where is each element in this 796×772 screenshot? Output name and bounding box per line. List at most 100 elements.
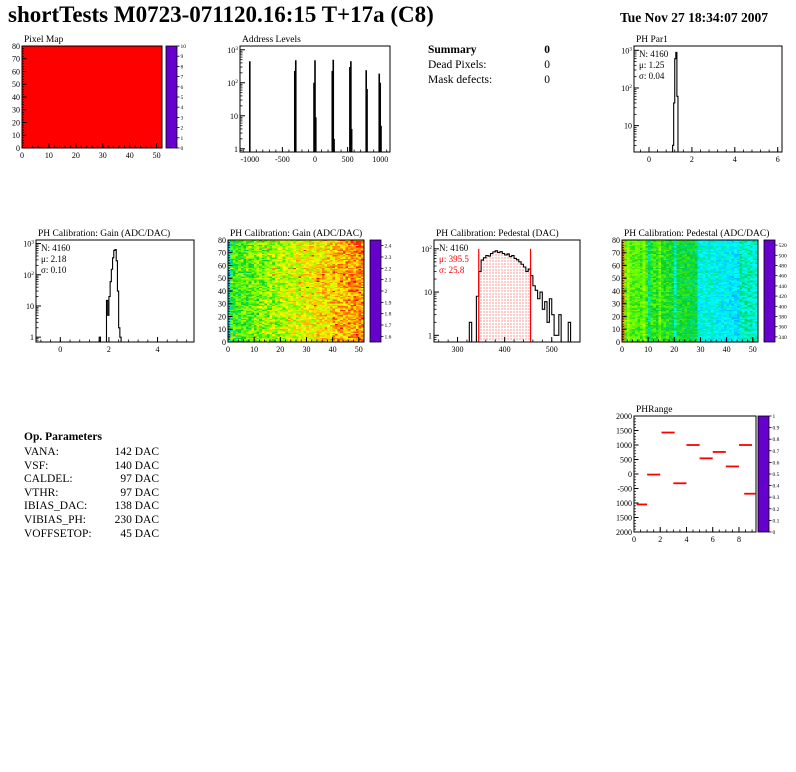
svg-text:0: 0 xyxy=(222,338,226,347)
svg-text:0: 0 xyxy=(226,345,230,354)
svg-text:-1000: -1000 xyxy=(240,155,259,164)
svg-text:0.1: 0.1 xyxy=(773,518,780,524)
svg-text:2: 2 xyxy=(107,345,111,354)
summary-header-row: Summary 0 xyxy=(428,43,550,58)
svg-text:6: 6 xyxy=(776,155,780,164)
svg-text:1000: 1000 xyxy=(616,499,632,508)
svg-text:0: 0 xyxy=(181,146,184,152)
svg-text:0: 0 xyxy=(616,338,620,347)
svg-text:1: 1 xyxy=(773,414,776,420)
pixel-map-plot: Pixel Map 0 10 20 30 40 50 0 10 20 30 40 50 60 70 80 0 1 2… xyxy=(6,32,212,172)
svg-text:4: 4 xyxy=(733,155,737,164)
svg-text:μ: 2.18: μ: 2.18 xyxy=(41,254,67,264)
page-date: Tue Nov 27 18:34:07 2007 xyxy=(620,10,769,25)
svg-text:10: 10 xyxy=(26,302,34,311)
svg-text:PH Calibration: Gain (ADC/DAC): PH Calibration: Gain (ADC/DAC) xyxy=(230,228,362,239)
param-label: VANA: xyxy=(24,446,59,458)
svg-text:2.2: 2.2 xyxy=(385,266,392,272)
svg-text:20: 20 xyxy=(276,345,284,354)
svg-text:103: 103 xyxy=(23,240,34,249)
svg-text:500: 500 xyxy=(620,455,632,464)
gain-map-plot: PH Calibration: Gain (ADC/DAC) 0 10 20 30 40 5… xyxy=(214,224,410,364)
svg-text:σ: 0.10: σ: 0.10 xyxy=(41,265,67,275)
svg-text:40: 40 xyxy=(723,345,731,354)
param-row-vsf: VSF: 140 DAC xyxy=(24,460,159,474)
svg-text:0: 0 xyxy=(620,345,624,354)
svg-text:400: 400 xyxy=(779,304,788,310)
svg-text:10: 10 xyxy=(424,288,432,297)
svg-text:0.7: 0.7 xyxy=(773,449,780,455)
svg-text:500: 500 xyxy=(546,345,558,354)
svg-text:2.4: 2.4 xyxy=(385,244,392,250)
svg-text:10: 10 xyxy=(644,345,652,354)
svg-text:0: 0 xyxy=(20,151,24,160)
svg-text:30: 30 xyxy=(612,300,620,309)
svg-text:0: 0 xyxy=(313,155,317,164)
svg-text:6: 6 xyxy=(181,85,184,91)
svg-text:360: 360 xyxy=(779,325,788,331)
svg-text:8: 8 xyxy=(181,64,184,70)
op-parameters-block: Op. Parameters VANA: 142 DAC VSF: 140 DA… xyxy=(24,430,159,541)
svg-text:N: 4160: N: 4160 xyxy=(639,49,669,59)
svg-text:PHRange: PHRange xyxy=(636,405,672,415)
svg-text:30: 30 xyxy=(302,345,310,354)
svg-text:102: 102 xyxy=(421,245,432,254)
svg-text:PH Calibration: Pedestal (DAC): PH Calibration: Pedestal (DAC) xyxy=(436,228,559,239)
svg-text:40: 40 xyxy=(612,287,620,296)
svg-text:50: 50 xyxy=(749,345,757,354)
svg-text:0: 0 xyxy=(632,535,636,544)
address-levels-plot: Address Levels -1000 -500 0 500 1000 1 10 102 103 xyxy=(212,32,404,172)
summary-row-value: 0 xyxy=(544,74,550,86)
svg-text:0.4: 0.4 xyxy=(773,484,780,490)
svg-text:30: 30 xyxy=(218,300,226,309)
svg-text:1000: 1000 xyxy=(616,441,632,450)
param-value: 230 DAC xyxy=(114,513,159,526)
svg-text:102: 102 xyxy=(621,84,632,93)
svg-text:2.1: 2.1 xyxy=(385,278,392,284)
svg-text:20: 20 xyxy=(218,312,226,321)
svg-text:2: 2 xyxy=(690,155,694,164)
svg-text:50: 50 xyxy=(153,151,161,160)
svg-text:40: 40 xyxy=(126,151,134,160)
svg-text:60: 60 xyxy=(218,261,226,270)
summary-row-label: Mask defects: xyxy=(428,74,493,86)
ph-par1-plot: PH Par1 0 2 4 6 10 102 103 N: 4160 μ: 1.25 σ: 0.04 xyxy=(606,32,796,172)
svg-text:2000: 2000 xyxy=(616,528,632,537)
svg-text:0.3: 0.3 xyxy=(773,495,780,501)
svg-text:50: 50 xyxy=(355,345,363,354)
svg-text:4: 4 xyxy=(156,345,160,354)
svg-text:-500: -500 xyxy=(275,155,290,164)
svg-text:30: 30 xyxy=(99,151,107,160)
svg-text:420: 420 xyxy=(779,294,788,300)
svg-text:Address Levels: Address Levels xyxy=(242,35,301,45)
svg-text:20: 20 xyxy=(612,312,620,321)
page-title: shortTests M0723-071120.16:15 T+17a (C8) xyxy=(8,2,434,27)
svg-text:σ: 25.8: σ: 25.8 xyxy=(439,265,465,275)
param-label: VIBIAS_PH: xyxy=(24,513,86,526)
svg-text:30: 30 xyxy=(12,106,20,115)
svg-text:20: 20 xyxy=(12,118,20,127)
param-value: 45 DAC xyxy=(120,527,159,540)
svg-text:10: 10 xyxy=(612,325,620,334)
svg-text:0.5: 0.5 xyxy=(773,472,780,478)
svg-text:40: 40 xyxy=(329,345,337,354)
param-value: 97 DAC xyxy=(120,473,159,486)
param-value: 97 DAC xyxy=(120,486,159,499)
param-row-vthr: VTHR: 97 DAC xyxy=(24,487,159,501)
svg-text:10: 10 xyxy=(230,112,238,121)
svg-text:20: 20 xyxy=(670,345,678,354)
svg-text:10: 10 xyxy=(12,131,20,140)
param-row-voffsetop: VOFFSETOP: 45 DAC xyxy=(24,528,159,542)
svg-text:70: 70 xyxy=(218,249,226,258)
summary-block: Summary 0 Dead Pixels: 0 Mask defects: 0 xyxy=(428,43,550,88)
svg-text:440: 440 xyxy=(779,284,788,290)
svg-text:4: 4 xyxy=(181,105,184,111)
svg-text:1000: 1000 xyxy=(372,155,388,164)
svg-text:10: 10 xyxy=(45,151,53,160)
param-row-ibias-dac: IBIAS_DAC: 138 DAC xyxy=(24,500,159,514)
svg-text:0: 0 xyxy=(58,345,62,354)
svg-text:1500: 1500 xyxy=(616,426,632,435)
svg-text:1: 1 xyxy=(30,333,34,342)
svg-text:0.6: 0.6 xyxy=(773,460,780,466)
